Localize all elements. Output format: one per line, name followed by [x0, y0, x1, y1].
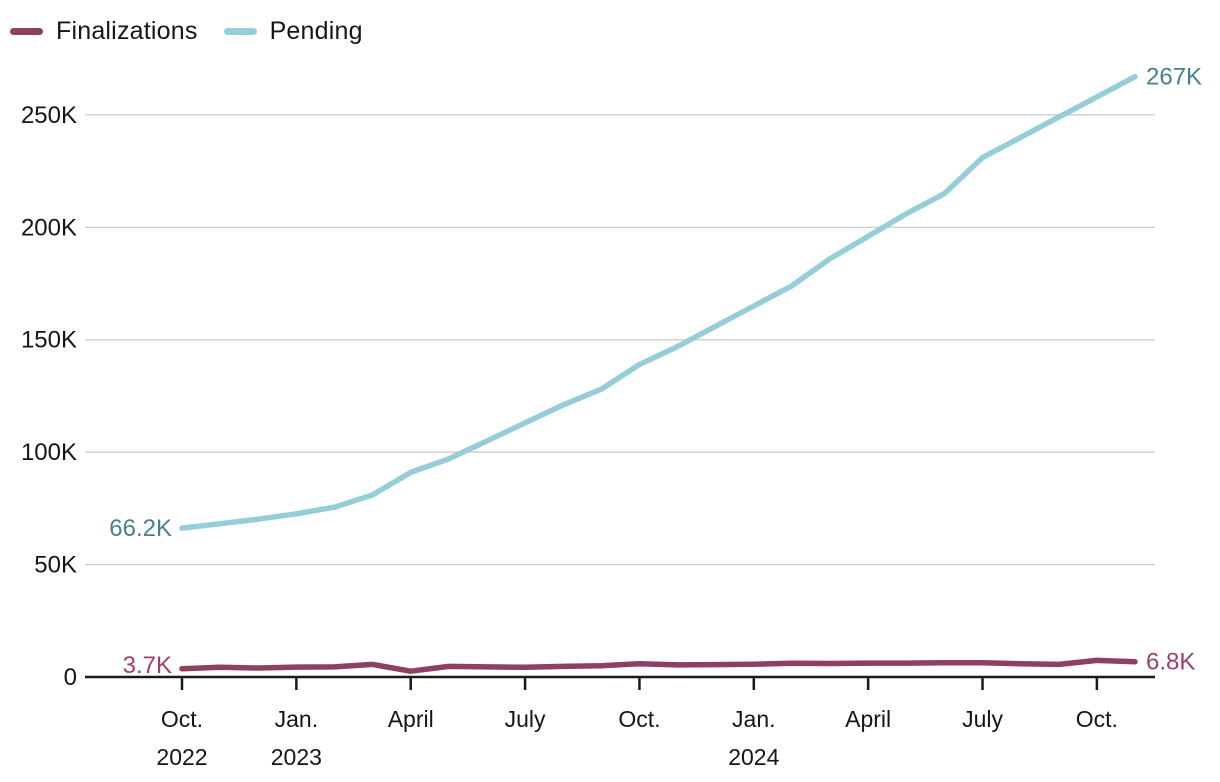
y-tick-label: 100K	[21, 439, 77, 466]
legend-label-finalizations: Finalizations	[56, 17, 198, 45]
x-tick-label: April	[845, 706, 891, 732]
y-tick-label: 50K	[34, 552, 77, 579]
pending-line	[179, 73, 1138, 531]
x-tick-label: April	[388, 706, 434, 732]
pending-start-label: 66.2K	[109, 515, 172, 542]
y-tick-label: 150K	[21, 327, 77, 354]
legend-label-pending: Pending	[269, 17, 363, 45]
finalizations-start-label: 3.7K	[123, 652, 172, 679]
finalizations-line	[179, 657, 1138, 674]
finalizations-swatch-icon	[10, 28, 43, 35]
x-tick-label: Jan.	[732, 706, 775, 732]
x-tick-label: Oct.	[618, 706, 660, 732]
pending-end-label: 267K	[1146, 64, 1202, 91]
legend-item-pending: Pending	[223, 17, 363, 45]
x-tick-label: Jan.	[275, 706, 318, 732]
pending-swatch-icon	[223, 28, 257, 35]
legend-item-finalizations: Finalizations	[10, 19, 198, 44]
x-tick-year-label: 2022	[156, 744, 207, 770]
y-tick-label: 0	[64, 664, 77, 691]
x-tick-label: Oct.	[1076, 706, 1118, 732]
y-tick-label: 200K	[21, 214, 77, 241]
chart-legend: Finalizations Pending	[10, 19, 363, 44]
x-tick-year-label: 2023	[271, 744, 322, 770]
x-tick-label: July	[505, 706, 546, 732]
x-tick-label: July	[962, 706, 1003, 732]
x-tick-label: Oct.	[161, 706, 203, 732]
finalizations-end-label: 6.8K	[1146, 649, 1195, 676]
y-tick-label: 250K	[21, 102, 77, 129]
x-tick-year-label: 2024	[728, 744, 779, 770]
